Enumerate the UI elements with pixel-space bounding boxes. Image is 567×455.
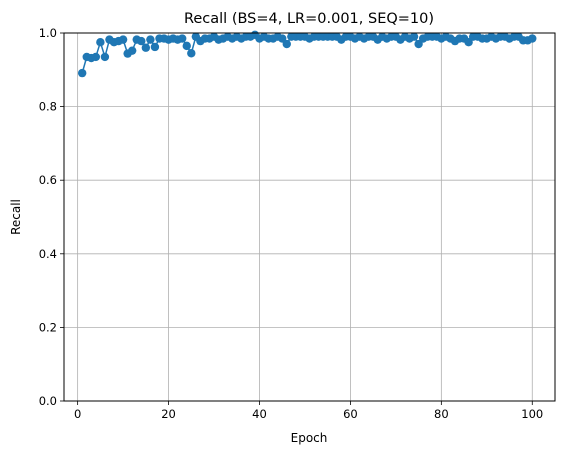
data-point bbox=[283, 40, 291, 48]
data-point bbox=[78, 69, 86, 77]
x-tick-label: 0 bbox=[74, 407, 81, 421]
y-tick-label: 0.0 bbox=[39, 394, 57, 408]
y-axis-ticks: 0.0 0.2 0.4 0.6 0.8 1.0 bbox=[39, 26, 64, 408]
data-point bbox=[142, 44, 150, 52]
data-point bbox=[92, 53, 100, 61]
data-point bbox=[187, 49, 195, 57]
y-tick-label: 1.0 bbox=[39, 26, 57, 40]
data-point bbox=[178, 34, 186, 42]
data-point bbox=[528, 34, 536, 42]
y-axis-label: Recall bbox=[9, 199, 23, 235]
y-tick-label: 0.2 bbox=[39, 320, 57, 334]
x-tick-label: 20 bbox=[161, 407, 176, 421]
data-point bbox=[101, 53, 109, 61]
data-point bbox=[151, 43, 159, 51]
y-tick-label: 0.6 bbox=[39, 173, 57, 187]
data-point bbox=[146, 35, 154, 43]
x-tick-label: 60 bbox=[343, 407, 358, 421]
plot-area-frame bbox=[64, 33, 555, 401]
chart-title: Recall (BS=4, LR=0.001, SEQ=10) bbox=[184, 11, 434, 27]
x-tick-label: 80 bbox=[434, 407, 449, 421]
grid-lines bbox=[64, 33, 555, 401]
x-axis-ticks: 0 20 40 60 80 100 bbox=[74, 401, 543, 421]
series-recall bbox=[78, 31, 536, 78]
y-tick-label: 0.8 bbox=[39, 100, 57, 114]
data-point bbox=[96, 38, 104, 46]
data-point bbox=[128, 46, 136, 54]
x-axis-label: Epoch bbox=[291, 431, 328, 445]
data-point bbox=[183, 42, 191, 50]
x-tick-label: 40 bbox=[252, 407, 267, 421]
y-tick-label: 0.4 bbox=[39, 247, 57, 261]
data-point bbox=[410, 32, 418, 40]
x-tick-label: 100 bbox=[521, 407, 543, 421]
data-point bbox=[119, 35, 127, 43]
